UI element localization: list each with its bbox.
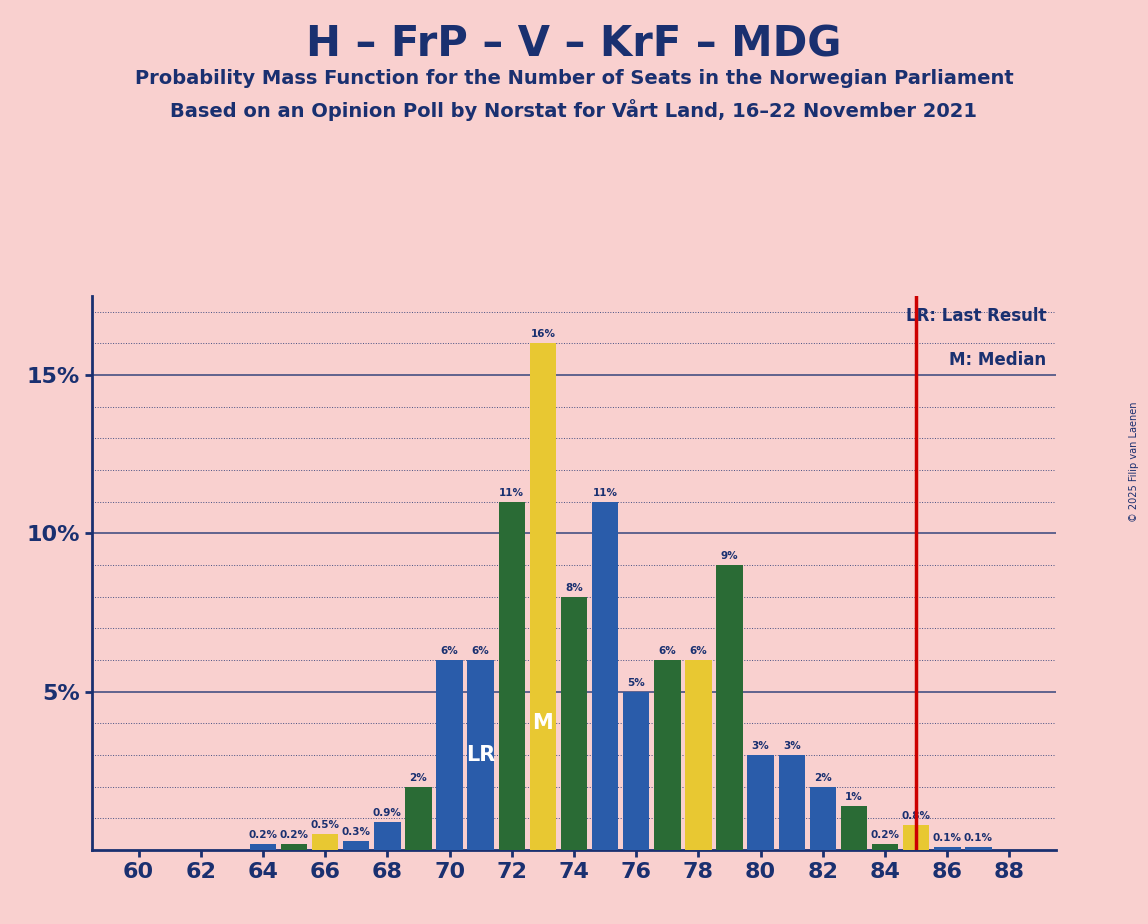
Bar: [778, 755, 805, 850]
Text: 0.3%: 0.3%: [342, 827, 371, 837]
Bar: [436, 660, 463, 850]
Text: 9%: 9%: [721, 551, 738, 561]
Bar: [343, 841, 370, 850]
Text: 6%: 6%: [659, 646, 676, 656]
Text: 0.9%: 0.9%: [373, 808, 402, 818]
Text: Based on an Opinion Poll by Norstat for Vårt Land, 16–22 November 2021: Based on an Opinion Poll by Norstat for …: [171, 99, 977, 121]
Text: 3%: 3%: [752, 741, 769, 751]
Text: M: M: [533, 713, 553, 734]
Bar: [871, 844, 898, 850]
Text: 0.1%: 0.1%: [964, 833, 993, 843]
Text: 1%: 1%: [845, 792, 863, 802]
Bar: [405, 786, 432, 850]
Text: 0.2%: 0.2%: [248, 830, 278, 840]
Bar: [934, 847, 961, 850]
Bar: [592, 502, 619, 850]
Bar: [250, 844, 277, 850]
Text: H – FrP – V – KrF – MDG: H – FrP – V – KrF – MDG: [307, 23, 841, 65]
Bar: [840, 806, 867, 850]
Text: Probability Mass Function for the Number of Seats in the Norwegian Parliament: Probability Mass Function for the Number…: [134, 69, 1014, 89]
Bar: [716, 565, 743, 850]
Bar: [903, 825, 930, 850]
Text: LR: Last Result: LR: Last Result: [906, 307, 1047, 324]
Text: 16%: 16%: [530, 329, 556, 339]
Bar: [809, 786, 836, 850]
Bar: [467, 660, 494, 850]
Text: © 2025 Filip van Laenen: © 2025 Filip van Laenen: [1128, 402, 1139, 522]
Text: 2%: 2%: [814, 772, 832, 783]
Text: 11%: 11%: [499, 488, 525, 498]
Text: 0.2%: 0.2%: [870, 830, 900, 840]
Bar: [965, 847, 992, 850]
Text: M: Median: M: Median: [949, 351, 1047, 369]
Text: 11%: 11%: [592, 488, 618, 498]
Bar: [374, 821, 401, 850]
Text: 0.1%: 0.1%: [933, 833, 962, 843]
Text: 0.5%: 0.5%: [311, 821, 340, 831]
Text: 6%: 6%: [472, 646, 489, 656]
Bar: [312, 834, 339, 850]
Text: 6%: 6%: [441, 646, 458, 656]
Text: 3%: 3%: [783, 741, 800, 751]
Bar: [685, 660, 712, 850]
Text: 6%: 6%: [690, 646, 707, 656]
Bar: [623, 692, 650, 850]
Text: 2%: 2%: [410, 772, 427, 783]
Text: 5%: 5%: [627, 678, 645, 687]
Bar: [654, 660, 681, 850]
Text: 0.2%: 0.2%: [279, 830, 309, 840]
Bar: [281, 844, 308, 850]
Text: 0.8%: 0.8%: [901, 811, 931, 821]
Text: LR: LR: [466, 745, 495, 765]
Bar: [747, 755, 774, 850]
Bar: [498, 502, 525, 850]
Text: 8%: 8%: [565, 583, 583, 593]
Bar: [529, 343, 556, 850]
Bar: [560, 597, 588, 850]
